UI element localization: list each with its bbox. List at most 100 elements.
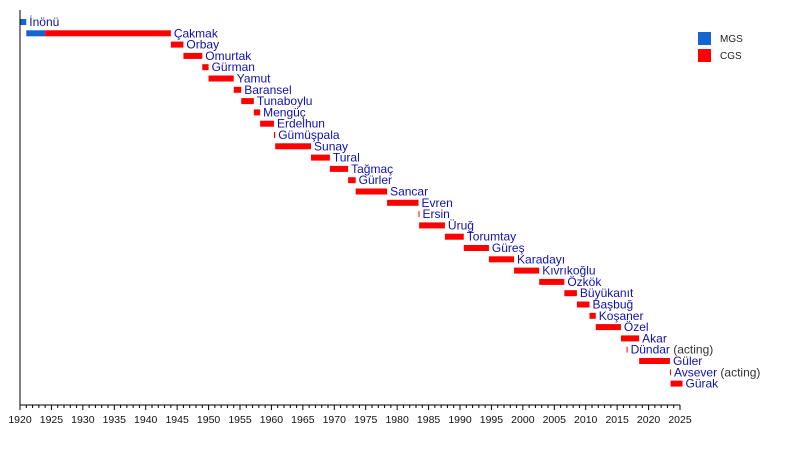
bar-cgs xyxy=(444,233,464,240)
x-tick-label: 1935 xyxy=(103,414,127,426)
bar-cgs xyxy=(170,41,184,48)
x-tick-label: 2015 xyxy=(605,414,629,426)
row: Gürak xyxy=(670,377,720,391)
row-label: Baransel xyxy=(244,83,291,97)
row-note: (acting) xyxy=(717,365,760,379)
x-tick-label: 2025 xyxy=(668,414,692,426)
bar-cgs xyxy=(202,64,209,71)
bar-cgs xyxy=(669,369,671,376)
x-tick-label: 1950 xyxy=(197,414,221,426)
row: Akar xyxy=(620,331,667,345)
row-label: Tural xyxy=(333,151,360,165)
row-label: Güler xyxy=(673,354,702,368)
row-label: Yamut xyxy=(237,72,271,86)
row: Tunaboylu xyxy=(241,94,312,108)
row-note: (acting) xyxy=(670,343,713,357)
x-tick-label: 1980 xyxy=(385,414,409,426)
row: Evren xyxy=(387,196,453,210)
row: Başbuğ xyxy=(576,298,633,312)
row: Güreş xyxy=(463,241,525,255)
bar-cgs xyxy=(514,267,540,274)
row-label: Gürman xyxy=(212,60,255,74)
legend-label: CGS xyxy=(720,51,742,62)
bar-cgs xyxy=(626,346,628,353)
x-tick-label: 1930 xyxy=(71,414,95,426)
row: Baransel xyxy=(233,83,292,97)
bar-cgs xyxy=(355,188,388,195)
bar-cgs xyxy=(620,335,640,342)
row: Karadayı xyxy=(488,252,565,266)
row-label: Büyükanıt xyxy=(580,286,634,300)
bar-cgs xyxy=(564,290,577,297)
row: Gümüşpala xyxy=(273,128,340,142)
bar-cgs xyxy=(241,98,254,105)
row-label: Koşaner xyxy=(599,309,644,323)
bar-cgs xyxy=(208,75,234,82)
x-tick-label: 1965 xyxy=(291,414,315,426)
bar-cgs xyxy=(329,165,349,172)
x-tick-label: 1990 xyxy=(448,414,472,426)
row: Avsever (acting) xyxy=(669,365,761,379)
row-label: Orbay xyxy=(186,38,219,52)
legend: MGS CGS xyxy=(698,32,743,62)
row: Üruğ xyxy=(419,218,474,232)
bar-cgs xyxy=(595,324,621,331)
row-label: Gürler xyxy=(359,173,392,187)
bar-cgs xyxy=(418,211,420,218)
legend-swatch-cgs xyxy=(698,49,711,62)
x-tick-label: 1975 xyxy=(354,414,378,426)
row-label: Çakmak xyxy=(174,26,219,40)
plot-area: İnönü ÇakmakOrbayOmurtakGürmanYamutBarans… xyxy=(20,15,760,391)
row-label: Başbuğ xyxy=(592,298,633,312)
row: Koşaner xyxy=(589,309,643,323)
x-tick-label: 1945 xyxy=(165,414,189,426)
row-label: Gürak xyxy=(686,377,720,391)
row-label: Özel xyxy=(624,320,649,334)
bar-mgs xyxy=(26,30,46,37)
row-label: Tağmaç xyxy=(351,162,393,176)
row: Tural xyxy=(311,151,360,165)
bar-cgs xyxy=(183,52,203,59)
row-label: Sunay xyxy=(314,139,348,153)
x-axis: 1920 1925 1930 1935 1940 1945 1950 1955 1960 1965… xyxy=(8,405,692,426)
row: Gürman xyxy=(202,60,255,74)
row-label: Akar xyxy=(642,331,667,345)
bar-cgs xyxy=(488,256,515,263)
row: Omurtak xyxy=(183,49,252,63)
row: Ersin xyxy=(418,207,450,221)
row: Sunay xyxy=(275,139,348,153)
row-label: Avsever (acting) xyxy=(674,365,761,379)
bar-cgs xyxy=(253,109,261,116)
bar-cgs xyxy=(311,154,330,161)
legend-label: MGS xyxy=(720,34,743,45)
row-label: Ersin xyxy=(423,207,450,221)
bar-cgs xyxy=(463,245,489,251)
bar-cgs xyxy=(348,177,356,184)
row: Özkök xyxy=(539,275,602,289)
row-label: Üruğ xyxy=(448,218,474,232)
bar-cgs xyxy=(273,132,276,138)
bar-mgs xyxy=(20,19,27,25)
bar-cgs xyxy=(539,278,565,285)
row-label: Dündar (acting) xyxy=(631,343,714,357)
row-label: İnönü xyxy=(29,15,59,29)
x-tick-label: 1920 xyxy=(8,414,32,426)
row-label: Karadayı xyxy=(517,252,565,266)
row: Çakmak xyxy=(26,26,219,40)
bar-cgs xyxy=(576,301,590,308)
row: İnönü xyxy=(20,15,59,29)
row: Gürler xyxy=(348,173,392,187)
row-label: Güreş xyxy=(492,241,525,255)
bar-cgs xyxy=(387,199,419,206)
x-tick-label: 1970 xyxy=(323,414,347,426)
legend-swatch-mgs xyxy=(698,32,711,45)
row: Dündar (acting) xyxy=(626,343,714,357)
bar-cgs xyxy=(275,143,312,150)
bar-cgs xyxy=(639,358,670,364)
bar-cgs xyxy=(589,312,596,319)
row-label: Özkök xyxy=(567,275,602,289)
bar-cgs xyxy=(419,222,445,229)
row: Kıvrıkoğlu xyxy=(514,264,596,278)
row: Yamut xyxy=(208,72,271,86)
